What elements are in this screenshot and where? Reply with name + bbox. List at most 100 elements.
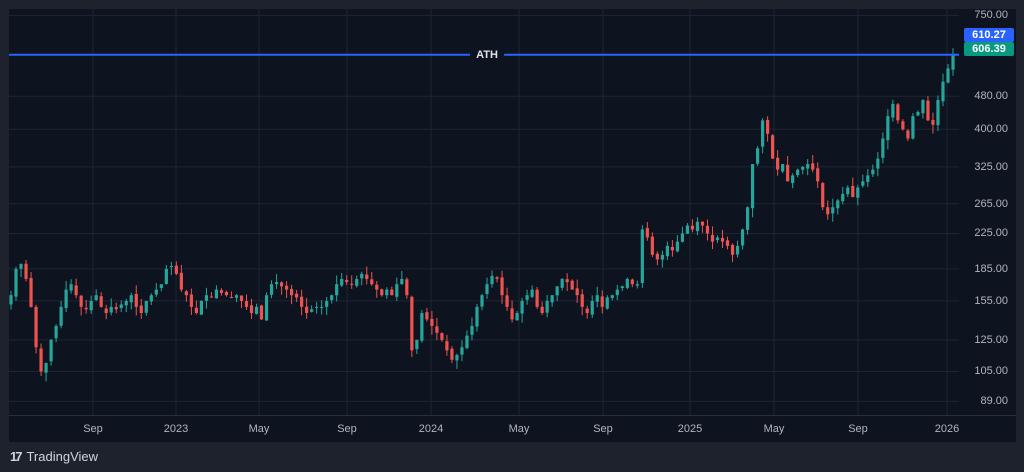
candle <box>194 300 198 315</box>
candle <box>440 332 444 342</box>
candle <box>430 311 434 335</box>
candle <box>229 291 234 299</box>
chart-plot-area[interactable]: ATH <box>9 9 959 415</box>
candle <box>340 272 344 287</box>
candle <box>34 304 38 354</box>
candle <box>415 339 419 354</box>
candle <box>630 278 634 288</box>
price-axis-label: 325.00 <box>974 160 1008 173</box>
candle <box>495 276 499 283</box>
candle <box>29 272 33 308</box>
candle <box>89 295 93 314</box>
candle <box>600 290 604 314</box>
candle <box>595 286 599 308</box>
candle <box>500 270 504 304</box>
candle <box>19 263 23 278</box>
candle <box>615 284 619 301</box>
candle <box>435 318 439 341</box>
candle <box>365 266 369 285</box>
candle <box>450 346 454 363</box>
candle <box>715 235 720 243</box>
tradingview-branding[interactable]: 17 TradingView <box>10 449 98 464</box>
candle <box>776 150 780 176</box>
price-axis-label: 750.00 <box>974 9 1008 22</box>
candle <box>259 304 264 320</box>
candle <box>510 300 514 323</box>
candle <box>951 48 955 76</box>
candle <box>64 280 68 313</box>
candle <box>886 109 890 150</box>
time-axis[interactable]: Sep 2023 May Sep 2024 May Sep 2025 May Sep 2026 <box>9 415 1016 442</box>
price-axis-label: 185.00 <box>974 262 1008 275</box>
candle <box>750 164 755 218</box>
candle <box>640 225 644 288</box>
candle <box>325 296 329 316</box>
time-axis-label: Sep <box>83 423 103 435</box>
candle <box>465 330 469 350</box>
candle <box>720 229 725 249</box>
candle <box>475 303 479 332</box>
candle <box>109 298 113 316</box>
candle <box>49 338 53 366</box>
candle <box>540 301 544 315</box>
candle <box>14 266 18 301</box>
candle <box>590 295 594 318</box>
candle <box>380 288 384 297</box>
candle <box>74 278 78 299</box>
price-axis[interactable]: 750.00 480.00 400.00 325.00 265.00 225.00 185.… <box>959 9 1016 415</box>
candle <box>851 177 855 198</box>
price-axis-label: 265.00 <box>974 197 1008 210</box>
candle <box>635 280 639 289</box>
candle <box>129 292 133 310</box>
candle <box>580 289 584 316</box>
candle <box>234 294 239 303</box>
candle <box>119 300 123 313</box>
candle <box>445 334 449 356</box>
candle <box>610 294 614 301</box>
time-axis-label: May <box>508 423 530 435</box>
candle <box>279 281 284 295</box>
candle <box>169 261 173 276</box>
candle <box>725 236 730 250</box>
candle <box>244 294 249 310</box>
candle <box>946 63 950 84</box>
candle <box>660 250 664 268</box>
price-axis-label: 400.00 <box>974 123 1008 136</box>
candle <box>916 110 920 117</box>
candle <box>239 295 244 308</box>
candle <box>189 288 193 315</box>
candle <box>209 292 214 298</box>
candle <box>911 113 915 140</box>
candle <box>425 307 429 322</box>
candle <box>695 217 700 236</box>
candle <box>350 275 354 289</box>
candle <box>796 168 800 178</box>
candle <box>480 294 484 311</box>
candle <box>274 274 279 289</box>
candle <box>665 241 669 261</box>
candle <box>881 132 885 164</box>
candle <box>901 119 905 131</box>
candle <box>700 221 705 233</box>
candle <box>470 317 474 341</box>
candle <box>390 286 394 296</box>
candle <box>400 270 404 285</box>
candle <box>295 290 299 303</box>
time-axis-label: Sep <box>848 423 868 435</box>
candle <box>826 200 830 220</box>
candle <box>214 285 219 299</box>
time-axis-label: Sep <box>593 423 613 435</box>
time-axis-label: May <box>763 423 785 435</box>
candle <box>650 232 654 258</box>
candle <box>791 173 795 189</box>
candle <box>936 95 940 131</box>
candle <box>786 156 790 182</box>
candle <box>315 301 319 314</box>
candle <box>204 287 209 309</box>
candle <box>385 287 389 299</box>
candle <box>224 290 229 297</box>
candle <box>570 279 574 290</box>
price-badge: 610.27 <box>964 28 1014 42</box>
candle <box>771 134 775 159</box>
candle <box>801 166 805 175</box>
